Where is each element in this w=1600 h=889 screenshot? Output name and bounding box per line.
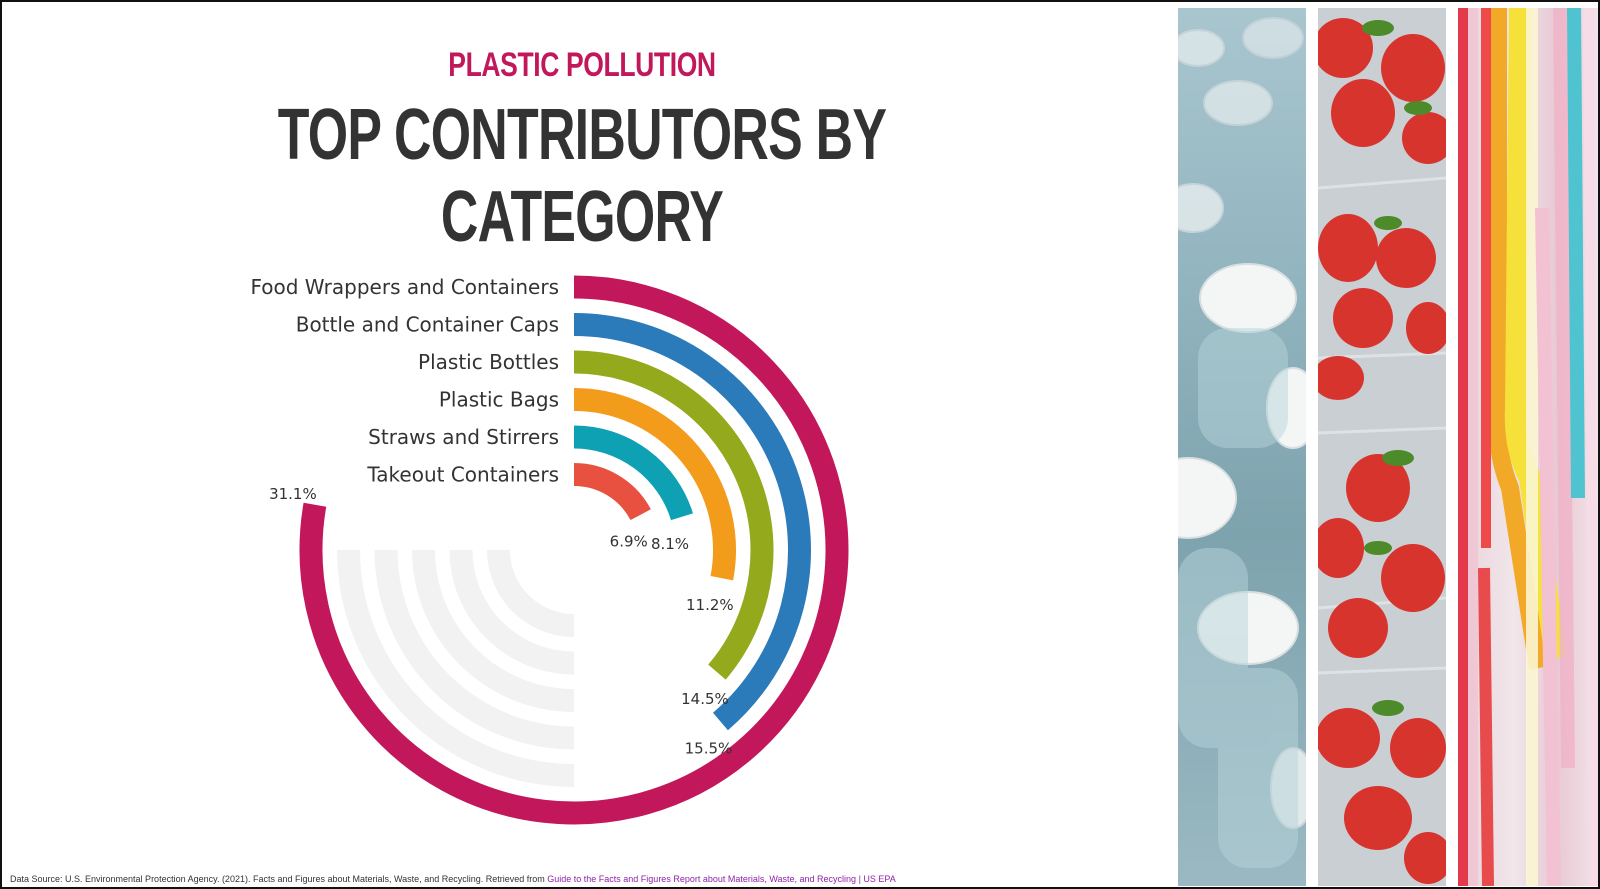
- strawberries-photo: [1318, 8, 1446, 886]
- track-plastic-bags: [412, 549, 575, 712]
- bar-takeout-containers[interactable]: [573, 463, 651, 521]
- value-label-plastic-bags: 11.2%: [686, 596, 734, 614]
- plastic-straws-photo: [1458, 8, 1598, 886]
- bar-plastic-bags[interactable]: [573, 388, 736, 581]
- bar-bottle-and-container-caps[interactable]: [573, 313, 811, 731]
- value-label-bottle-and-container-caps: 15.5%: [685, 739, 733, 757]
- data-source-note: Data Source: U.S. Environmental Protecti…: [10, 874, 896, 884]
- category-label-bottle-and-container-caps: Bottle and Container Caps: [296, 313, 559, 337]
- chart-bars: [299, 275, 849, 825]
- track-straws-and-stirrers: [449, 549, 575, 675]
- category-label-plastic-bags: Plastic Bags: [439, 388, 559, 412]
- chart-title: TOP CONTRIBUTORS BY CATEGORY: [277, 95, 887, 257]
- category-label-straws-and-stirrers: Straws and Stirrers: [368, 425, 559, 449]
- data-source-link[interactable]: Guide to the Facts and Figures Report ab…: [547, 874, 896, 884]
- track-plastic-bottles: [374, 549, 575, 750]
- photo-strip: [1178, 8, 1598, 886]
- track-takeout-containers: [487, 549, 575, 637]
- category-label-food-wrappers-and-containers: Food Wrappers and Containers: [250, 275, 559, 299]
- bar-food-wrappers-and-containers[interactable]: [299, 275, 849, 825]
- category-label-plastic-bottles: Plastic Bottles: [418, 350, 559, 374]
- value-label-plastic-bottles: 14.5%: [681, 690, 729, 708]
- track-bottle-and-container-caps: [337, 549, 575, 787]
- category-label-takeout-containers: Takeout Containers: [366, 463, 559, 487]
- bar-straws-and-stirrers[interactable]: [573, 425, 693, 521]
- value-label-straws-and-stirrers: 8.1%: [651, 535, 689, 553]
- value-label-takeout-containers: 6.9%: [610, 533, 648, 551]
- radial-bar-chart: Food Wrappers and Containers Bottle and C…: [250, 275, 849, 825]
- data-source-text: Data Source: U.S. Environmental Protecti…: [10, 874, 548, 884]
- category-labels: Food Wrappers and Containers Bottle and C…: [250, 275, 559, 487]
- bar-plastic-bottles[interactable]: [573, 350, 774, 680]
- value-labels: 31.1% 15.5% 14.5% 11.2% 8.1%6.9%: [269, 485, 734, 758]
- value-label-food-wrappers-and-containers: 31.1%: [269, 485, 317, 503]
- water-bottles-photo: [1178, 8, 1306, 886]
- chart-kicker: PLASTIC POLLUTION: [448, 46, 716, 84]
